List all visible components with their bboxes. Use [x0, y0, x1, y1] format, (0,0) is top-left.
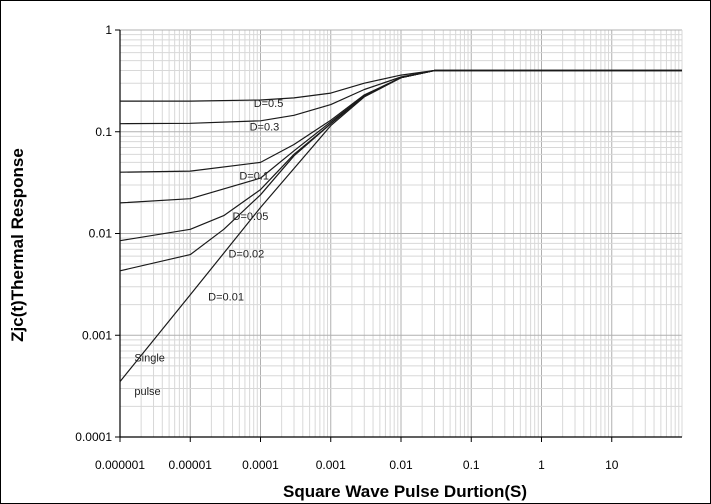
y-tick-label: 0.01 — [89, 227, 113, 241]
y-axis-title: Zjc(t)Thermal Response — [8, 148, 27, 342]
x-tick-label: 0.00001 — [169, 458, 213, 472]
curve-label: D=0.02 — [228, 249, 264, 261]
series-curves — [119, 69, 682, 382]
x-tick-label: 1 — [538, 458, 545, 472]
curve-label: Single — [134, 353, 165, 365]
axes — [115, 29, 682, 442]
curve-label: D=0.5 — [254, 98, 284, 110]
grid — [119, 29, 683, 438]
y-tick-label: 0.1 — [95, 125, 112, 139]
y-tick-labels: 0.0001 0.001 0.01 0.1 1 — [75, 23, 112, 444]
y-tick-label: 1 — [105, 23, 112, 37]
x-tick-labels: 0.000001 0.00001 0.0001 0.001 0.01 0.1 1 10 — [95, 458, 619, 472]
x-tick-label: 0.1 — [463, 458, 480, 472]
curve-label: D=0.05 — [233, 211, 269, 223]
x-tick-label: 0.001 — [316, 458, 346, 472]
x-tick-label: 10 — [605, 458, 619, 472]
x-axis-title: Square Wave Pulse Durtion(S) — [283, 482, 527, 501]
y-tick-label: 0.0001 — [75, 430, 112, 444]
series-line-single-pulse — [119, 69, 682, 382]
curve-label: D=0.3 — [250, 121, 280, 133]
curve-label: pulse — [134, 386, 160, 398]
curve-label: D=0.1 — [239, 170, 269, 182]
x-tick-label: 0.01 — [389, 458, 413, 472]
x-tick-label: 0.000001 — [95, 458, 145, 472]
curve-labels: D=0.5 D=0.3 D=0.1 D=0.05 D=0.02 D=0.01 Single p… — [134, 98, 283, 398]
x-tick-label: 0.0001 — [242, 458, 279, 472]
curve-label: D=0.01 — [208, 291, 244, 303]
y-tick-label: 0.001 — [82, 328, 112, 342]
